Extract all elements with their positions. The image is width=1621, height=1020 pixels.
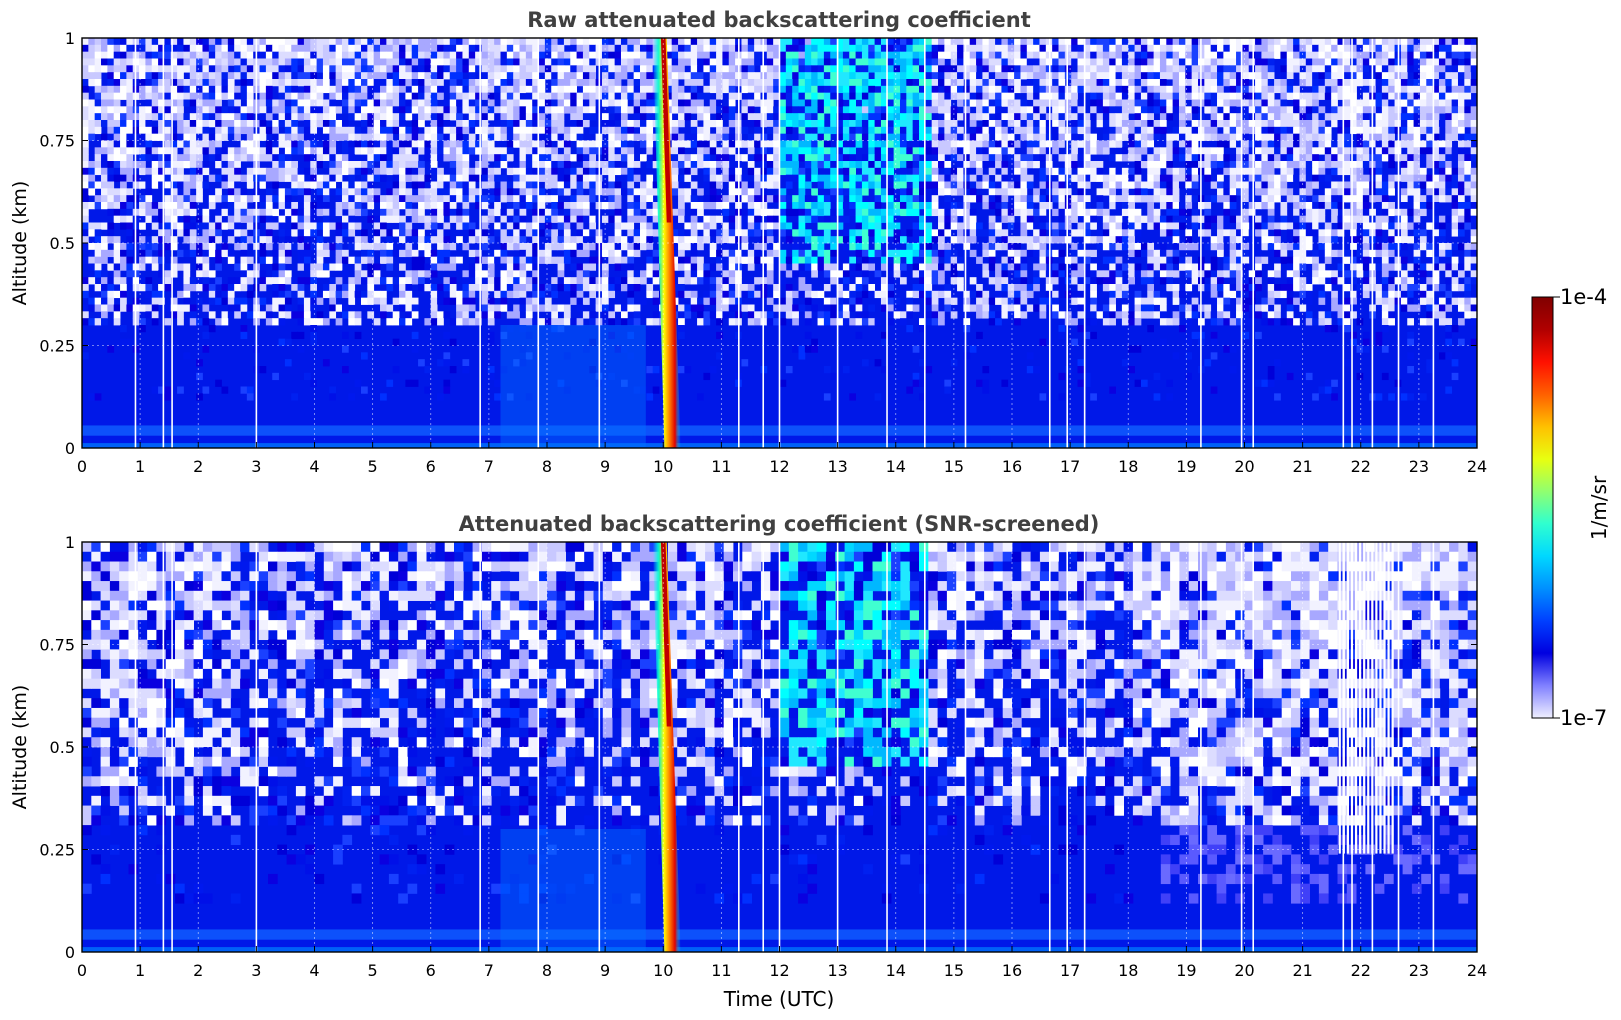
x-tick-label: 3 <box>251 457 261 476</box>
colorbar-min-label: 1e-7 <box>1560 706 1607 730</box>
y-axis-screened: 0 0.25 0.5 0.75 1 <box>39 533 1477 962</box>
x-tick-label: 21 <box>1292 457 1312 476</box>
y-tick-label: 0.25 <box>39 337 75 356</box>
panel-screened: Attenuated backscattering coefficient (S… <box>9 512 1487 1011</box>
x-tick-label: 5 <box>368 457 378 476</box>
x-tick-label: 17 <box>1060 457 1080 476</box>
x-tick-label: 2 <box>193 457 203 476</box>
x-tick-label: 22 <box>1351 457 1371 476</box>
y-tick-label: 1 <box>65 533 75 552</box>
y-tick-label: 0.75 <box>39 636 75 655</box>
x-tick-label: 8 <box>542 961 552 980</box>
x-tick-label: 10 <box>653 961 673 980</box>
x-tick-label: 4 <box>309 457 319 476</box>
x-tick-label: 20 <box>1234 457 1254 476</box>
panel-screened-ylabel: Altitude (km) <box>9 685 31 810</box>
x-tick-label: 9 <box>600 457 610 476</box>
x-tick-label: 12 <box>769 961 789 980</box>
x-tick-label: 15 <box>944 457 964 476</box>
x-tick-label: 23 <box>1409 457 1429 476</box>
colorbar: 1e-4 1e-7 1/m/sr <box>1531 285 1611 730</box>
x-tick-label: 6 <box>426 961 436 980</box>
x-tick-label: 24 <box>1467 961 1487 980</box>
x-tick-label: 4 <box>309 961 319 980</box>
x-tick-label: 2 <box>193 961 203 980</box>
x-tick-label: 16 <box>1002 457 1022 476</box>
x-axis-label: Time (UTC) <box>723 987 835 1011</box>
x-tick-label: 17 <box>1060 961 1080 980</box>
x-tick-label: 13 <box>827 961 847 980</box>
x-tick-label: 1 <box>135 961 145 980</box>
x-tick-label: 9 <box>600 961 610 980</box>
x-tick-label: 10 <box>653 457 673 476</box>
x-tick-label: 16 <box>1002 961 1022 980</box>
x-tick-label: 0 <box>77 457 87 476</box>
panel-screened-title: Attenuated backscattering coefficient (S… <box>459 512 1100 536</box>
y-tick-label: 0.5 <box>50 234 75 253</box>
y-tick-label: 0.25 <box>39 841 75 860</box>
colorbar-ticks <box>1553 296 1560 719</box>
x-tick-label: 12 <box>769 457 789 476</box>
x-tick-label: 19 <box>1176 961 1196 980</box>
colorbar-max-label: 1e-4 <box>1560 285 1607 309</box>
x-tick-label: 22 <box>1351 961 1371 980</box>
x-axis-raw: 0 1 2 3 4 5 6 7 8 9 10 11 12 13 14 15 16 17 18 19 20 21 22 23 24 <box>77 442 1487 476</box>
y-tick-label: 1 <box>65 29 75 48</box>
x-tick-label: 7 <box>484 961 494 980</box>
x-tick-label: 18 <box>1118 457 1138 476</box>
heatmap-cells <box>82 542 1477 904</box>
colorbar-gradient <box>1531 296 1554 719</box>
x-tick-label: 14 <box>886 961 906 980</box>
x-tick-label: 13 <box>827 457 847 476</box>
x-tick-label: 18 <box>1118 961 1138 980</box>
x-tick-label: 7 <box>484 457 494 476</box>
y-axis-raw: 0 0.25 0.5 0.75 1 <box>39 29 1477 458</box>
x-tick-label: 11 <box>711 961 731 980</box>
grid-raw <box>82 38 1477 448</box>
x-tick-label: 11 <box>711 457 731 476</box>
low-level-enhancement <box>500 829 646 952</box>
low-level-enhancement <box>500 325 646 448</box>
panel-raw-ylabel: Altitude (km) <box>9 181 31 306</box>
x-tick-label: 23 <box>1409 961 1429 980</box>
x-tick-label: 15 <box>944 961 964 980</box>
x-tick-label: 0 <box>77 961 87 980</box>
y-tick-label: 0 <box>65 943 75 962</box>
x-tick-label: 20 <box>1234 961 1254 980</box>
x-tick-label: 19 <box>1176 457 1196 476</box>
x-tick-label: 14 <box>886 457 906 476</box>
x-tick-label: 6 <box>426 457 436 476</box>
x-tick-label: 24 <box>1467 457 1487 476</box>
x-tick-label: 3 <box>251 961 261 980</box>
y-tick-label: 0.75 <box>39 132 75 151</box>
colorbar-unit-label: 1/m/sr <box>1587 475 1611 540</box>
x-tick-label: 1 <box>135 457 145 476</box>
x-tick-label: 5 <box>368 961 378 980</box>
y-tick-label: 0.5 <box>50 738 75 757</box>
x-axis-screened: 0 1 2 3 4 5 6 7 8 9 10 11 12 13 14 15 16 17 18 19 20 21 22 23 24 <box>77 946 1487 980</box>
x-tick-label: 8 <box>542 457 552 476</box>
y-tick-label: 0 <box>65 439 75 458</box>
grid-screened <box>82 542 1477 952</box>
x-tick-label: 21 <box>1292 961 1312 980</box>
panel-raw-title: Raw attenuated backscattering coefficien… <box>527 8 1031 32</box>
panel-raw: Raw attenuated backscattering coefficien… <box>9 8 1487 476</box>
